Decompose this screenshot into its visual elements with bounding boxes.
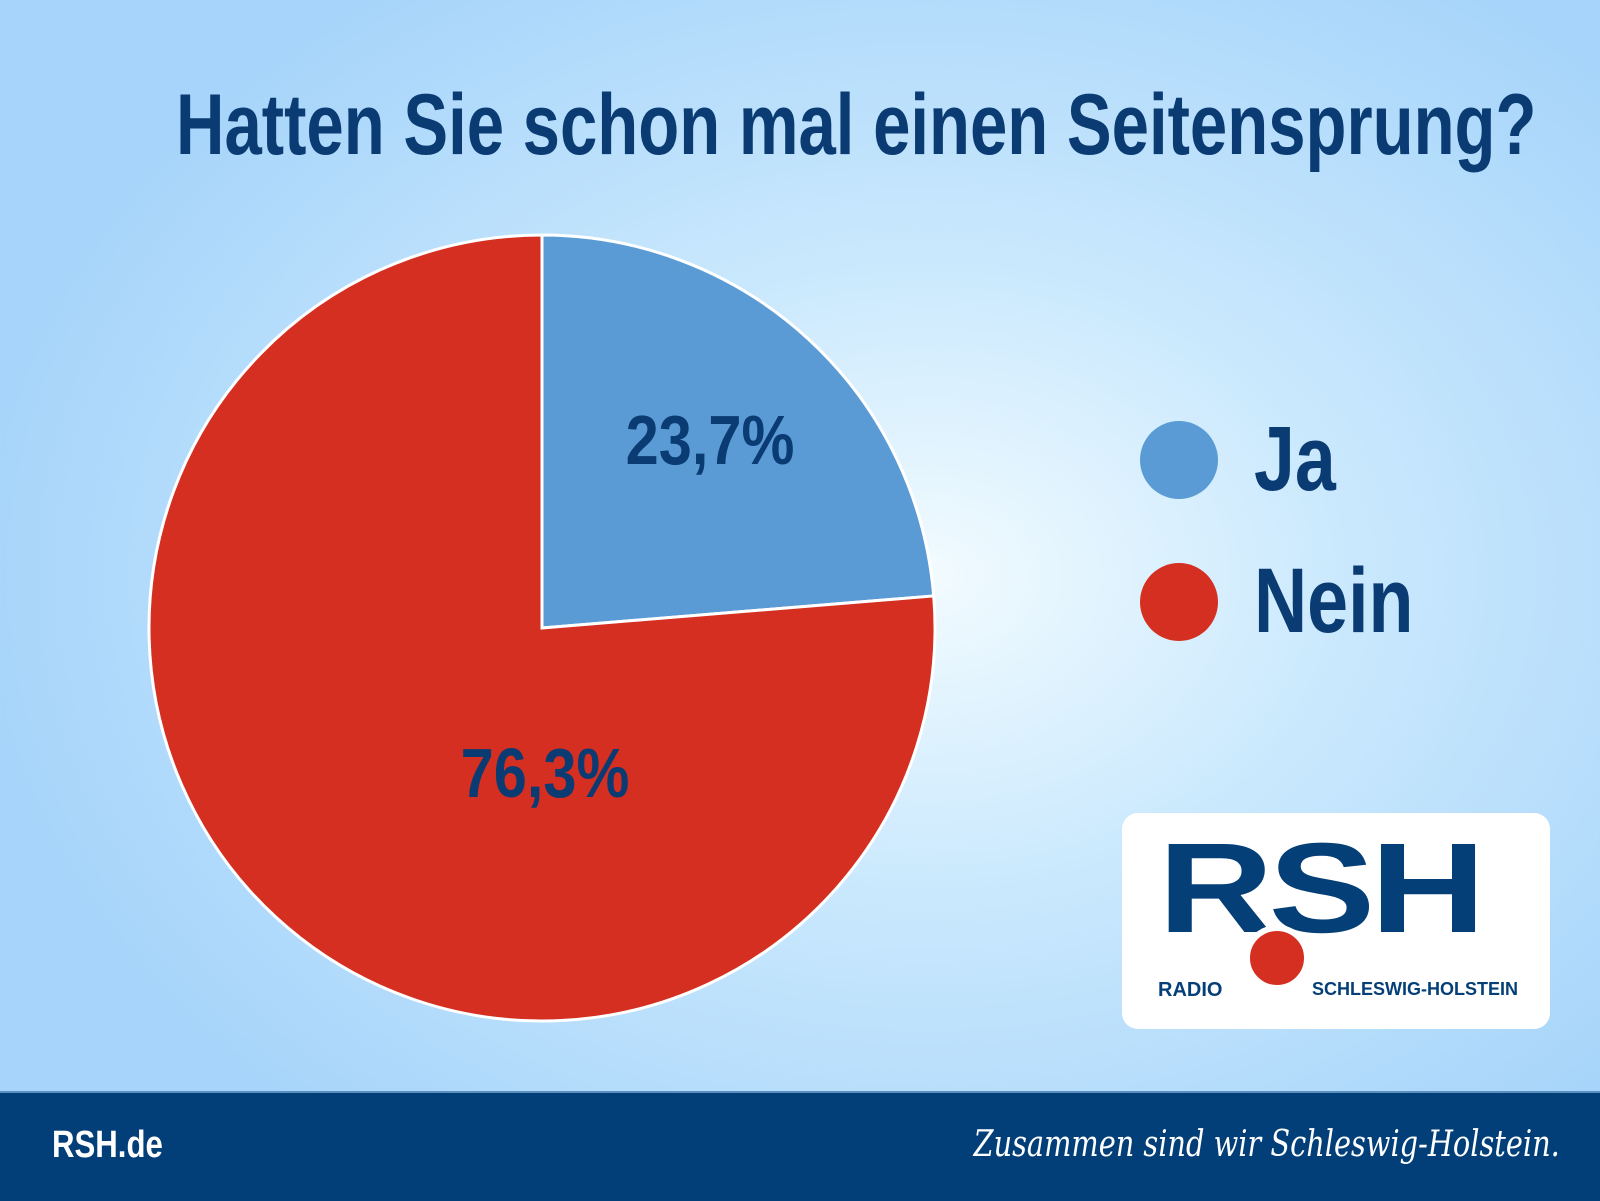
logo-region-text: SCHLESWIG-HOLSTEIN (1312, 979, 1518, 999)
slice-label-ja: 23,7% (625, 401, 795, 479)
legend-swatch-ja (1140, 420, 1218, 499)
footer-slogan: Zusammen sind wir Schleswig-Holstein. (973, 1124, 1560, 1165)
slice-label-nein: 76,3% (460, 734, 630, 812)
chart-title: Hatten Sie schon mal einen Seitensprung? (176, 77, 1537, 173)
footer-url[interactable]: RSH.de (52, 1124, 163, 1166)
footer-bar: RSH.de Zusammen sind wir Schleswig-Holst… (0, 1091, 1600, 1201)
rsh-logo: RSH RADIO SCHLESWIG-HOLSTEIN (1122, 813, 1550, 1029)
pie-slice-ja (540, 233, 936, 630)
legend-item-nein: Nein (1140, 550, 1453, 652)
legend-label-nein: Nein (1254, 550, 1414, 652)
legend-label-ja: Ja (1254, 408, 1336, 510)
pie-slice-nein (147, 233, 937, 1023)
logo-letters: RSH (1158, 817, 1486, 960)
logo-radio-text: RADIO (1158, 979, 1223, 1001)
legend-item-ja: Ja (1140, 408, 1356, 510)
legend-swatch-nein (1140, 562, 1218, 641)
logo-red-dot (1244, 925, 1310, 991)
